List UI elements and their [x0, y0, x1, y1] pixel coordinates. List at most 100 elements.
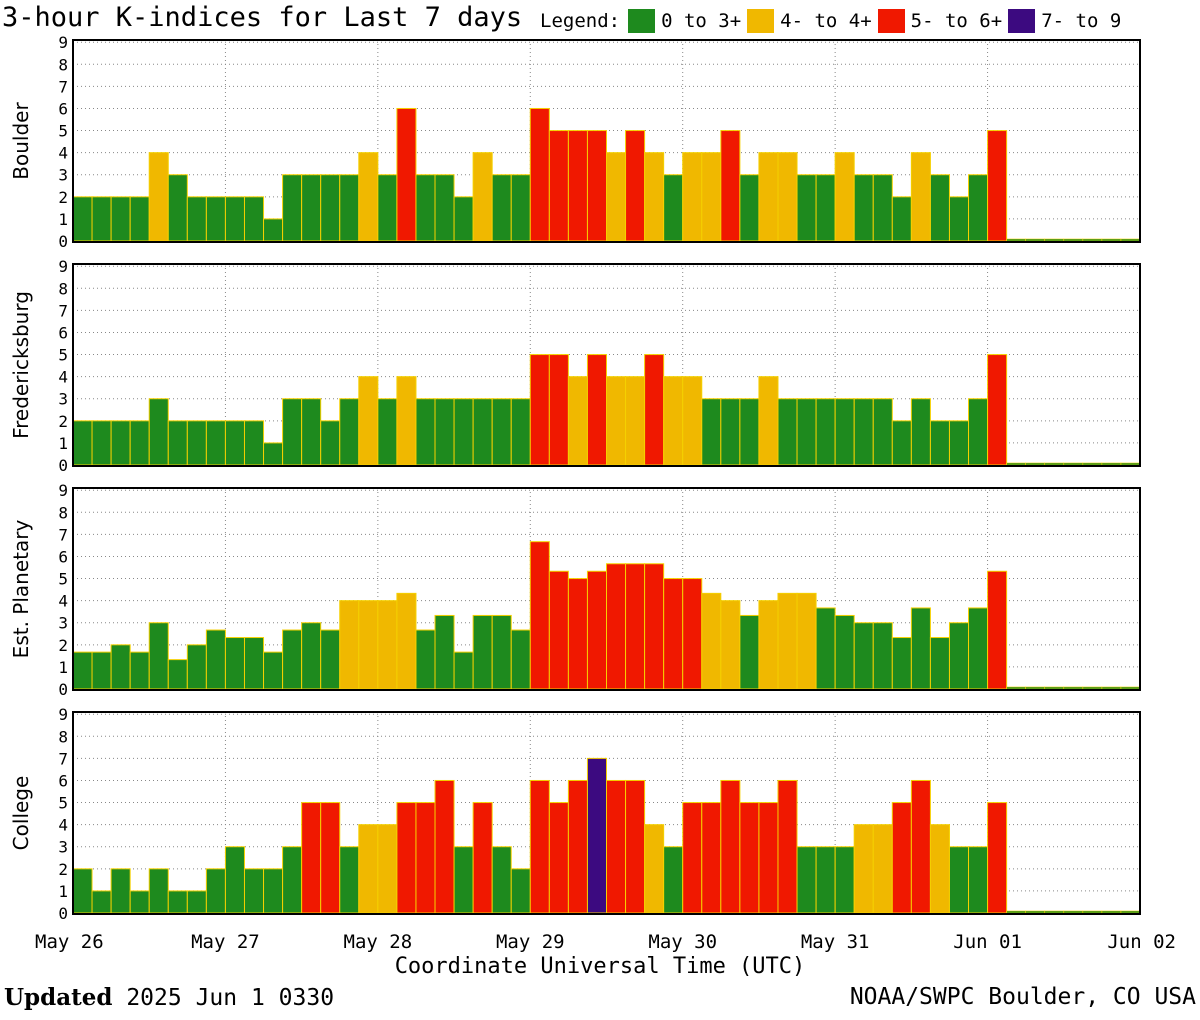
k-bar	[739, 174, 760, 242]
y-tick-label: 1	[58, 434, 68, 453]
k-bar	[529, 779, 550, 914]
x-tick-label: May 31	[801, 931, 870, 953]
k-bar	[186, 890, 207, 914]
y-tick-label: 0	[58, 232, 68, 251]
k-bar	[510, 868, 531, 914]
y-tick-label: 7	[58, 749, 68, 768]
k-bar	[472, 398, 493, 466]
x-tick-label: May 27	[191, 931, 260, 953]
k-bar-empty	[1082, 238, 1103, 242]
y-tick-label: 6	[58, 547, 68, 566]
k-bar	[663, 376, 684, 466]
k-bar	[891, 802, 912, 914]
k-bar	[472, 802, 493, 914]
k-bar	[682, 152, 703, 242]
y-tick-label: 4	[58, 144, 68, 163]
k-bar	[129, 196, 150, 242]
k-bar-empty	[1063, 910, 1084, 914]
k-bar-empty	[1006, 910, 1026, 914]
k-bar	[415, 802, 436, 914]
k-bar	[682, 802, 703, 914]
k-bar	[339, 600, 360, 690]
k-bar	[72, 868, 93, 914]
y-tick-label: 0	[58, 680, 68, 699]
k-bar	[72, 420, 93, 466]
k-bar	[243, 420, 265, 466]
k-bar	[891, 637, 912, 690]
k-bar	[224, 846, 245, 914]
k-bar	[777, 592, 798, 690]
k-bar	[586, 130, 607, 242]
y-tick-label: 1	[58, 658, 68, 677]
k-bar	[853, 398, 874, 466]
k-bar	[796, 846, 817, 914]
k-bar	[167, 659, 188, 690]
k-bar	[510, 629, 531, 690]
k-bar	[891, 420, 912, 466]
panel-frame	[72, 487, 1141, 691]
legend-item-quiet: 0 to 3+	[628, 9, 741, 33]
k-bar	[968, 174, 989, 242]
panel-frame	[72, 263, 1141, 467]
k-bar-empty	[1025, 910, 1046, 914]
k-bar	[948, 420, 970, 466]
k-bar-empty	[1025, 238, 1046, 242]
k-bar	[472, 152, 493, 242]
k-bar	[110, 196, 131, 242]
k-bar	[377, 824, 398, 914]
k-bar	[606, 152, 627, 242]
k-bar	[148, 398, 169, 466]
k-bar	[129, 420, 150, 466]
panel-label-est-planetary: Est. Planetary	[9, 520, 33, 659]
k-bar	[701, 592, 722, 690]
k-bar	[339, 846, 360, 914]
k-bar	[224, 196, 245, 242]
k-bar	[548, 130, 569, 242]
y-tick-label: 2	[58, 412, 68, 431]
k-bar	[663, 578, 684, 690]
k-bar	[968, 607, 989, 690]
panel-label-fredericksburg: Fredericksburg	[9, 291, 33, 439]
credit-text: NOAA/SWPC Boulder, CO USA	[849, 984, 1196, 1010]
k-bar	[110, 868, 131, 914]
k-bar	[834, 398, 855, 466]
k-bar-empty	[1063, 462, 1084, 466]
k-bar	[205, 196, 226, 242]
k-bar	[205, 868, 226, 914]
k-bar	[777, 779, 798, 914]
y-tick-label: 9	[58, 481, 68, 500]
k-bar-empty	[1044, 686, 1065, 690]
k-bar	[91, 651, 112, 690]
k-bar	[434, 398, 455, 466]
k-bar	[586, 570, 607, 690]
k-bar	[815, 846, 836, 914]
k-bar-empty	[1120, 238, 1141, 242]
y-tick-label: 6	[58, 99, 68, 118]
k-bar	[701, 802, 722, 914]
k-bar	[453, 398, 474, 466]
legend-item-severe: 7- to 9	[1008, 9, 1121, 33]
k-bar	[320, 629, 341, 690]
k-bar	[91, 196, 112, 242]
k-bar	[815, 398, 836, 466]
k-bar	[758, 600, 779, 690]
x-tick-label: May 26	[35, 931, 104, 953]
k-bar	[548, 570, 569, 690]
k-bar	[110, 644, 131, 690]
k-bar	[929, 420, 950, 466]
k-bar	[396, 592, 417, 690]
k-bar	[606, 563, 627, 690]
k-bar-empty	[1025, 686, 1046, 690]
legend-text-severe: 7- to 9	[1041, 10, 1122, 32]
k-bar	[320, 802, 341, 914]
k-bar	[663, 174, 684, 242]
k-bar-empty	[1120, 686, 1141, 690]
legend-swatch-active	[747, 9, 775, 33]
k-bar	[263, 218, 284, 242]
k-bar	[224, 420, 245, 466]
k-bar	[910, 152, 931, 242]
k-bar	[148, 622, 169, 690]
k-bar	[110, 420, 131, 466]
k-bar	[948, 196, 970, 242]
